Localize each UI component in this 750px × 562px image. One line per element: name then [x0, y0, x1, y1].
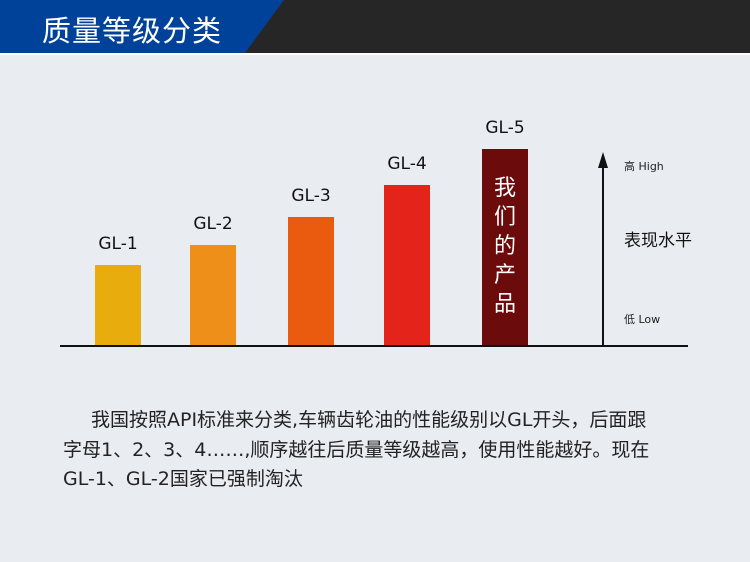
header-divider [0, 53, 750, 55]
our-product-label: 的 [494, 234, 516, 259]
description-line: 字母1、2、3、4……,顺序越往后质量等级越高，使用性能越好。现在 [63, 438, 650, 461]
header-title-panel [0, 0, 284, 53]
y-high-label: 高 High [624, 159, 664, 173]
bar-gl-1 [95, 265, 141, 345]
our-product-label: 品 [494, 292, 516, 317]
bar-label: GL-3 [291, 186, 330, 206]
y-axis-arrow-icon [598, 152, 608, 168]
header-bar: 质量等级分类 [0, 0, 750, 55]
description-paragraph: 我国按照API标准来分类,车辆齿轮油的性能级别以GL开头，后面跟 字母1、2、3… [63, 406, 703, 495]
our-product-label: 们 [494, 205, 516, 230]
our-product-label: 我 [494, 176, 516, 201]
bar-gl-2 [190, 245, 236, 345]
y-low-label: 低 Low [624, 313, 660, 326]
page-title: 质量等级分类 [42, 14, 223, 48]
bar-label: GL-4 [387, 154, 426, 174]
y-axis-label: 表现水平 [624, 231, 692, 251]
bar-gl-4 [384, 185, 430, 345]
bar-gl-3 [288, 217, 334, 345]
quality-grade-chart: 高 High 表现水平 低 Low GL-1 GL-2 GL-3 GL-4 GL-5 我们… [60, 118, 692, 347]
description-line: 我国按照API标准来分类,车辆齿轮油的性能级别以GL开头，后面跟 [91, 409, 647, 431]
our-product-label: 产 [494, 263, 516, 288]
bar-label: GL-2 [193, 214, 232, 234]
bar-gl-5 [482, 149, 528, 345]
bar-label: GL-1 [98, 234, 137, 254]
description-line: GL-1、GL-2国家已强制淘汰 [63, 468, 303, 490]
bar-label: GL-5 [485, 118, 524, 138]
